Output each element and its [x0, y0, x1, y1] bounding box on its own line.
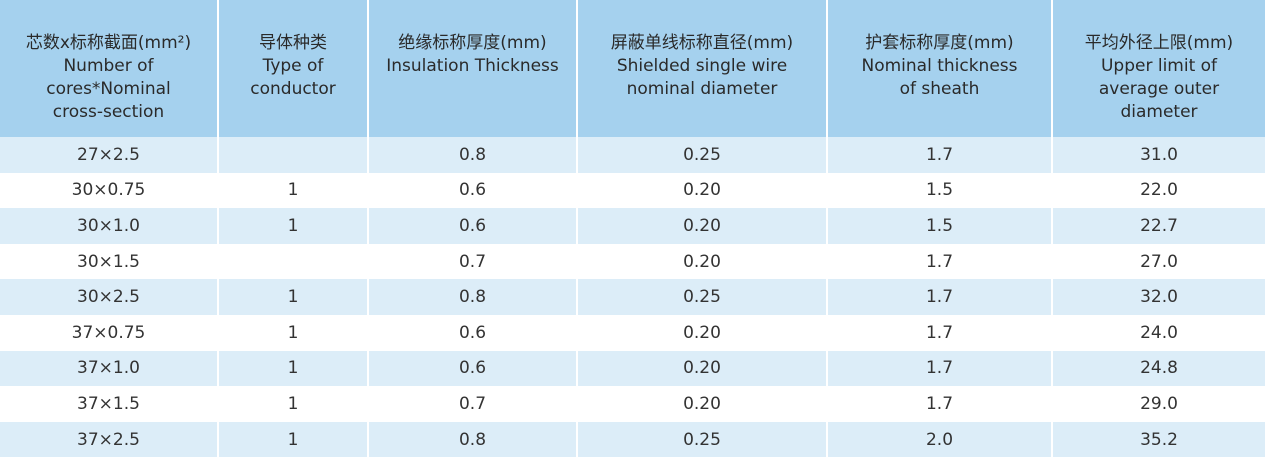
table-cell: 0.8 — [367, 421, 577, 458]
table-cell: 0.6 — [367, 314, 577, 351]
empty-cell — [217, 137, 368, 173]
table-cell: 1 — [217, 386, 368, 422]
table-cell: 0.20 — [576, 350, 827, 387]
header-line: Type of — [262, 56, 324, 76]
table-cell: 37×0.75 — [0, 314, 218, 351]
table-cell: 31.0 — [1051, 137, 1265, 173]
table-cell: 0.6 — [367, 208, 577, 244]
table-row: 27×2.5 0.8 0.25 1.7 31.0 — [0, 137, 1265, 173]
table-cell: 1 — [217, 279, 368, 315]
table-row: 37×1.0 1 0.6 0.20 1.7 24.8 — [0, 350, 1265, 387]
header-line: of sheath — [899, 79, 980, 99]
table-cell: 29.0 — [1051, 386, 1265, 422]
header-line: nominal diameter — [626, 79, 778, 99]
header-cell: 导体种类 Type of conductor — [217, 0, 368, 137]
table-cell: 0.6 — [367, 350, 577, 387]
table-cell: 24.8 — [1051, 350, 1265, 387]
header-line: 屏蔽单线标称直径(mm) — [610, 33, 794, 53]
table-cell: 1 — [217, 208, 368, 244]
table-cell: 1 — [217, 350, 368, 387]
table-cell: 0.20 — [576, 314, 827, 351]
table-cell: 1 — [217, 314, 368, 351]
table-cell: 0.25 — [576, 279, 827, 315]
table-row: 30×1.5 0.7 0.20 1.7 27.0 — [0, 243, 1265, 280]
table-cell: 1.7 — [826, 243, 1052, 280]
table-cell: 30×0.75 — [0, 172, 218, 209]
table-cell: 37×1.0 — [0, 350, 218, 387]
table-cell: 1.7 — [826, 350, 1052, 387]
header-line: Insulation Thickness — [386, 56, 559, 76]
table-cell: 1.7 — [826, 386, 1052, 422]
header-line: cores*Nominal — [46, 79, 171, 99]
table-cell: 22.7 — [1051, 208, 1265, 244]
table-cell: 0.8 — [367, 279, 577, 315]
table-cell: 30×1.0 — [0, 208, 218, 244]
table-cell: 1 — [217, 172, 368, 209]
table-cell: 1 — [217, 421, 368, 458]
table-cell: 32.0 — [1051, 279, 1265, 315]
table-cell: 0.20 — [576, 243, 827, 280]
header-line: Shielded single wire — [616, 56, 788, 76]
table-cell: 35.2 — [1051, 421, 1265, 458]
table-row: 30×0.75 1 0.6 0.20 1.5 22.0 — [0, 172, 1265, 209]
header-line: average outer — [1098, 79, 1220, 99]
header-cell: 平均外径上限(mm) Upper limit of average outer dia… — [1051, 0, 1265, 137]
table-cell: 0.7 — [367, 243, 577, 280]
table-cell: 1.5 — [826, 208, 1052, 244]
table-cell: 0.8 — [367, 137, 577, 173]
table-row: 30×2.5 1 0.8 0.25 1.7 32.0 — [0, 279, 1265, 315]
table-cell: 27.0 — [1051, 243, 1265, 280]
table-cell: 0.7 — [367, 386, 577, 422]
table-cell: 37×1.5 — [0, 386, 218, 422]
header-line: 导体种类 — [259, 33, 327, 53]
table-row: 30×1.0 1 0.6 0.20 1.5 22.7 — [0, 208, 1265, 244]
table-cell: 0.25 — [576, 137, 827, 173]
table-body: 27×2.5 0.8 0.25 1.7 31.0 30×0.75 1 0.6 0.20 1.5 22… — [0, 137, 1265, 458]
header-line: 绝缘标称厚度(mm) — [398, 33, 547, 53]
header-line: Upper limit of — [1100, 56, 1218, 76]
header-cell: 屏蔽单线标称直径(mm) Shielded single wire nominal … — [576, 0, 827, 137]
table-cell: 0.25 — [576, 421, 827, 458]
header-row: 芯数x标称截面(mm²) Number of cores*Nominal cross-… — [0, 0, 1265, 137]
table-row: 37×1.5 1 0.7 0.20 1.7 29.0 — [0, 386, 1265, 422]
table-cell: 0.20 — [576, 386, 827, 422]
header-line: 护套标称厚度(mm) — [865, 33, 1014, 53]
table-cell: 1.7 — [826, 314, 1052, 351]
header-line: cross-section — [52, 102, 165, 122]
table-cell: 0.20 — [576, 208, 827, 244]
header-cell: 芯数x标称截面(mm²) Number of cores*Nominal cross-… — [0, 0, 218, 137]
table-row: 37×0.75 1 0.6 0.20 1.7 24.0 — [0, 314, 1265, 351]
table-cell: 37×2.5 — [0, 421, 218, 458]
table-cell: 2.0 — [826, 421, 1052, 458]
header-cell: 绝缘标称厚度(mm) Insulation Thickness — [367, 0, 577, 137]
table-cell: 24.0 — [1051, 314, 1265, 351]
table-cell: 1.7 — [826, 137, 1052, 173]
table-cell: 22.0 — [1051, 172, 1265, 209]
table-cell: 1.5 — [826, 172, 1052, 209]
header-line: Number of — [63, 56, 154, 76]
header-line: 芯数x标称截面(mm²) — [25, 33, 192, 53]
table-row: 37×2.5 1 0.8 0.25 2.0 35.2 — [0, 421, 1265, 458]
header-line: 平均外径上限(mm) — [1084, 33, 1234, 53]
table-cell: 27×2.5 — [0, 137, 218, 173]
table-cell: 1.7 — [826, 279, 1052, 315]
table-cell: 0.20 — [576, 172, 827, 209]
header-cell: 护套标称厚度(mm) Nominal thickness of sheath — [826, 0, 1052, 137]
header-line: Nominal thickness — [861, 56, 1018, 76]
table-cell: 30×2.5 — [0, 279, 218, 315]
empty-cell — [217, 243, 368, 280]
header-line: diameter — [1120, 102, 1198, 122]
header-line: conductor — [250, 79, 336, 99]
table-cell: 30×1.5 — [0, 243, 218, 280]
table-cell: 0.6 — [367, 172, 577, 209]
